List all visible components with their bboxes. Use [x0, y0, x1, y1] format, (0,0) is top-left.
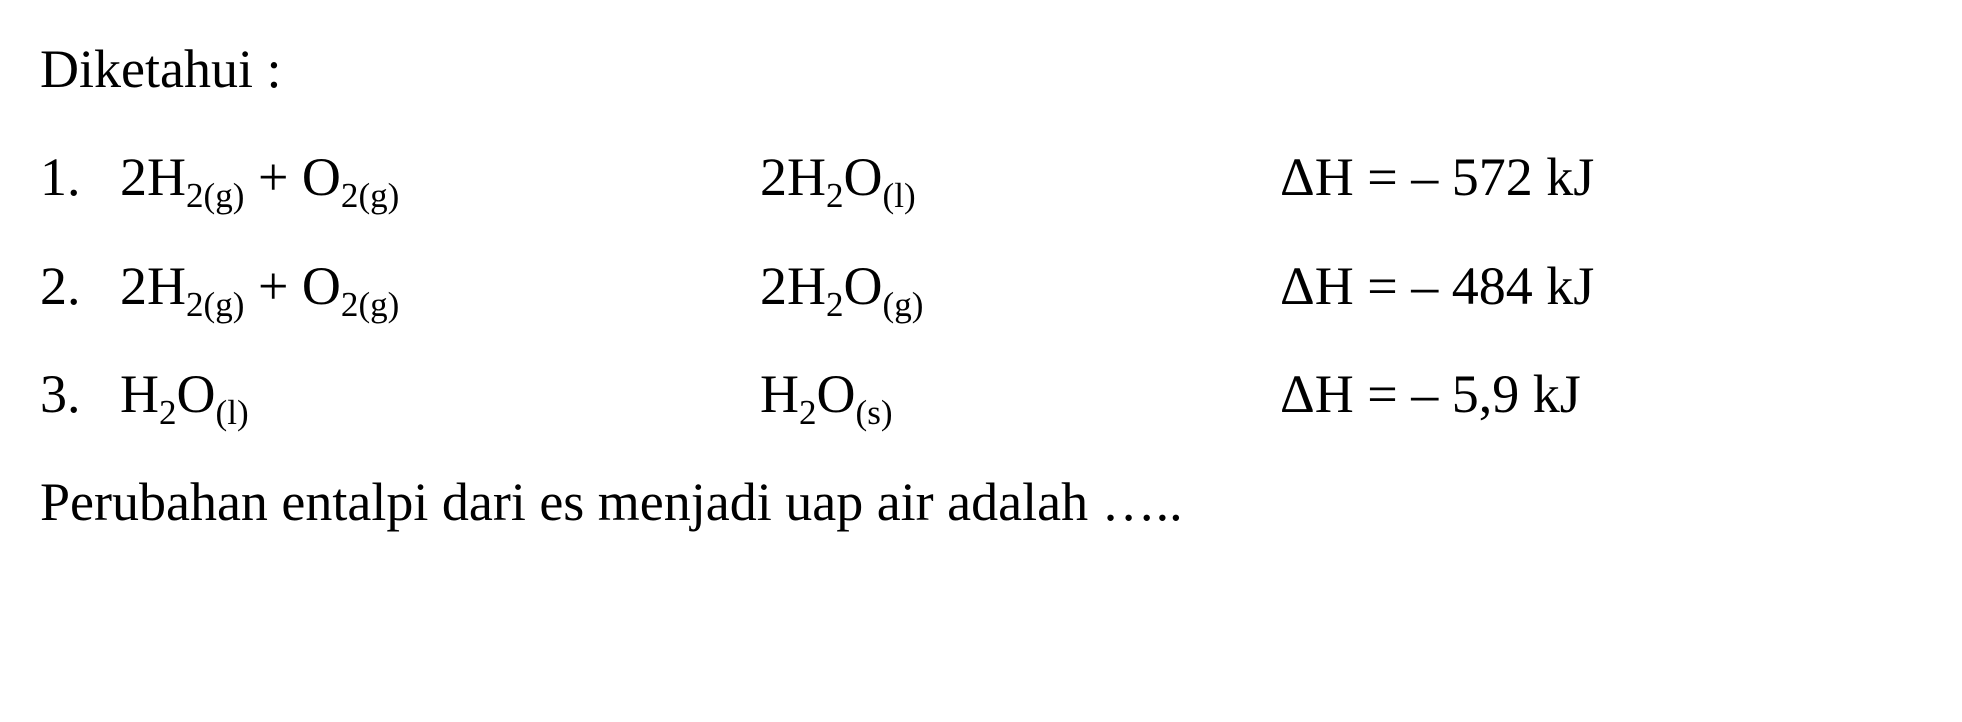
product-part: 2H [760, 256, 826, 316]
document-content: Diketahui : 1. 2H2(g) + O2(g) 2H2O(l) ΔH… [40, 30, 1922, 541]
reactant-sub: 2(g) [341, 284, 399, 323]
header-text: Diketahui : [40, 30, 1922, 108]
equation-enthalpy: ΔH = – 572 kJ [1280, 138, 1594, 216]
equation-row-1: 1. 2H2(g) + O2(g) 2H2O(l) ΔH = – 572 kJ [40, 138, 1922, 216]
equation-products: H2O(s) [760, 355, 1280, 433]
product-sub: 2 [826, 176, 844, 215]
product-sub: 2 [826, 284, 844, 323]
product-part: O [817, 364, 856, 424]
equation-number: 2. [40, 247, 120, 325]
equation-number: 1. [40, 138, 120, 216]
enthalpy-value: – 572 kJ [1411, 147, 1594, 207]
question-text: Perubahan entalpi dari es menjadi uap ai… [40, 463, 1922, 541]
equation-products: 2H2O(l) [760, 138, 1280, 216]
reactant-sub: (l) [216, 393, 249, 432]
equation-enthalpy: ΔH = – 5,9 kJ [1280, 355, 1581, 433]
product-part: O [844, 147, 883, 207]
equation-products: 2H2O(g) [760, 247, 1280, 325]
reactant-sub: 2 [159, 393, 177, 432]
delta-h-prefix: ΔH = [1280, 364, 1411, 424]
product-part: 2H [760, 147, 826, 207]
product-sub: 2 [799, 393, 817, 432]
reactant-part: + O [244, 256, 340, 316]
reactant-part: 2H [120, 256, 186, 316]
equation-row-3: 3. H2O(l) H2O(s) ΔH = – 5,9 kJ [40, 355, 1922, 433]
equation-reactants: 2H2(g) + O2(g) [120, 247, 760, 325]
reactant-part: H [120, 364, 159, 424]
reactant-part: + O [244, 147, 340, 207]
reactant-part: 2H [120, 147, 186, 207]
reactant-sub: 2(g) [186, 176, 244, 215]
enthalpy-value: – 484 kJ [1411, 256, 1594, 316]
equation-row-2: 2. 2H2(g) + O2(g) 2H2O(g) ΔH = – 484 kJ [40, 247, 1922, 325]
product-part: H [760, 364, 799, 424]
equation-reactants: H2O(l) [120, 355, 760, 433]
enthalpy-value: – 5,9 kJ [1411, 364, 1581, 424]
reactant-sub: 2(g) [341, 176, 399, 215]
equation-reactants: 2H2(g) + O2(g) [120, 138, 760, 216]
product-sub: (l) [883, 176, 916, 215]
reactant-sub: 2(g) [186, 284, 244, 323]
product-part: O [844, 256, 883, 316]
reactant-part: O [177, 364, 216, 424]
equation-enthalpy: ΔH = – 484 kJ [1280, 247, 1594, 325]
equation-number: 3. [40, 355, 120, 433]
product-sub: (g) [883, 284, 924, 323]
delta-h-prefix: ΔH = [1280, 256, 1411, 316]
delta-h-prefix: ΔH = [1280, 147, 1411, 207]
product-sub: (s) [856, 393, 893, 432]
